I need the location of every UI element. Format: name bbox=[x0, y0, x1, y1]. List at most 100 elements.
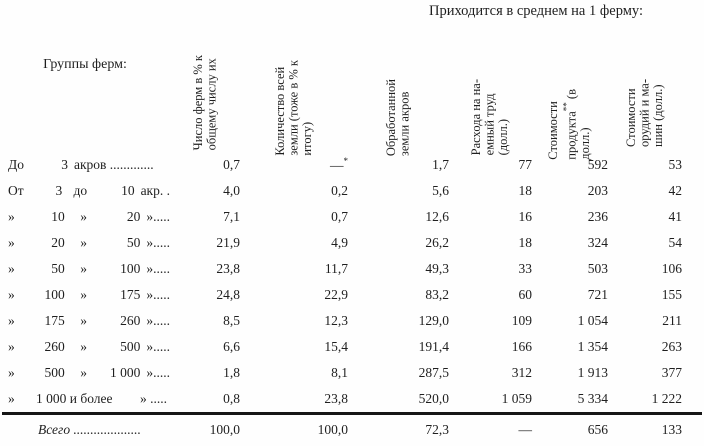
value-cell: 49,3 bbox=[425, 261, 449, 276]
value-cell: 42 bbox=[668, 183, 683, 198]
row-label-part: » bbox=[8, 313, 15, 328]
row-label: » 175 » 260 »..... bbox=[0, 313, 170, 329]
row-label: » 260 » 500 »..... bbox=[0, 339, 170, 355]
value-cell: 1 913 bbox=[577, 365, 608, 380]
value-cell: 12,3 bbox=[324, 313, 348, 328]
value-cell: 1,7 bbox=[432, 157, 449, 172]
value-cell: 18 bbox=[518, 235, 533, 250]
table-row: » 100 » 175 »..... 24,8 22,9 83,2 60 721 155 bbox=[0, 282, 704, 308]
total-value-cell: 72,3 bbox=[425, 422, 449, 437]
table-header: Группы ферм: Число ферм в % к общему числ… bbox=[0, 0, 682, 160]
value-cell: 11,7 bbox=[324, 261, 348, 276]
row-label-part: » bbox=[80, 261, 88, 276]
value-cell: 5 334 bbox=[577, 391, 608, 406]
row-label-part: » bbox=[8, 209, 15, 224]
row-label-part: »..... bbox=[146, 287, 171, 302]
table-row: » 260 » 500 »..... 6,6 15,4 191,4 166 1 354 263 bbox=[0, 334, 704, 360]
row-label: До 3 акров ............. bbox=[0, 157, 170, 173]
value-cell: 1 059 bbox=[501, 391, 532, 406]
row-label-part: 20 bbox=[51, 235, 65, 250]
value-cell: 721 bbox=[587, 287, 608, 302]
row-label: » 20 » 50 »..... bbox=[0, 235, 170, 251]
table-row: » 175 » 260 »..... 8,5 12,3 129,0 109 1 054 211 bbox=[0, 308, 704, 334]
value-cell: 106 bbox=[661, 261, 682, 276]
total-values: 100,0 100,0 72,3 — 656 133 bbox=[170, 422, 682, 438]
value-cell: 18 bbox=[518, 183, 533, 198]
value-cell: 6,6 bbox=[223, 339, 240, 354]
value-cell: 7,1 bbox=[223, 209, 240, 224]
table-row: » 1 000 и более » ..... 0,8 23,8 520,0 1 059 5 … bbox=[0, 386, 704, 412]
table-row: » 10 » 20 »..... 7,1 0,7 12,6 16 236 41 bbox=[0, 204, 704, 230]
row-label-part: 1 000 bbox=[110, 365, 141, 380]
value-cell: 23,8 bbox=[324, 391, 348, 406]
row-label-part: » bbox=[80, 287, 88, 302]
column-headers: Число ферм в % к общему числу их Количеств… bbox=[170, 0, 682, 160]
table-row: » 50 » 100 »..... 23,8 11,7 49,3 33 503 106 bbox=[0, 256, 704, 282]
column-header-text: Количество всей земли (тоже в % к итогу) bbox=[272, 60, 314, 156]
value-cell: 12,6 bbox=[425, 209, 449, 224]
row-label-part: до bbox=[73, 183, 88, 198]
row-label-part: »..... bbox=[146, 261, 171, 276]
value-cell: 24,8 bbox=[216, 287, 240, 302]
value-cell: 26,2 bbox=[425, 235, 449, 250]
row-label: От 3 до 10 акр. . bbox=[0, 183, 170, 199]
row-label: » 500 » 1 000 »..... bbox=[0, 365, 170, 381]
value-cell: 4,0 bbox=[223, 183, 240, 198]
column-header-product-value: Стоимости продукта** (в долл.) bbox=[532, 0, 608, 160]
value-cell: 16 bbox=[518, 209, 533, 224]
value-cell: 203 bbox=[587, 183, 608, 198]
value-cell: 21,9 bbox=[216, 235, 240, 250]
value-cell: 0,7 bbox=[331, 209, 348, 224]
row-label-part: 260 bbox=[44, 339, 65, 354]
value-cell: 520,0 bbox=[418, 391, 449, 406]
column-header-text: Число ферм в % к общему числу их bbox=[190, 54, 219, 150]
value-cell: 377 bbox=[661, 365, 682, 380]
spanner-heading: Приходится в среднем на 1 ферму: bbox=[429, 3, 643, 19]
row-label-part: 260 bbox=[120, 313, 141, 328]
table-row: До 3 акров ............. 0,7 —* 1,7 77 592 53 bbox=[0, 152, 704, 178]
row-label-part: » bbox=[8, 235, 15, 250]
row-label-part: 3 bbox=[61, 157, 68, 172]
value-cell: 236 bbox=[587, 209, 608, 224]
row-label-part: » bbox=[8, 339, 15, 354]
value-cell: 77 bbox=[518, 157, 533, 172]
row-label-part: » bbox=[80, 209, 88, 224]
row-label-part: 20 bbox=[126, 209, 141, 224]
value-cell: 8,1 bbox=[331, 365, 348, 380]
value-cell: 53 bbox=[668, 157, 683, 172]
row-label: » 10 » 20 »..... bbox=[0, 209, 170, 225]
row-label-part: 1 000 и более bbox=[36, 391, 113, 406]
row-label-part: » bbox=[80, 235, 88, 250]
row-label-part: »..... bbox=[146, 235, 171, 250]
row-label-part: »..... bbox=[146, 313, 171, 328]
row-label-part: 10 bbox=[121, 183, 135, 198]
row-label-part: 50 bbox=[126, 235, 141, 250]
column-header-cultivated-land-acres: Обработанной земли акров bbox=[348, 0, 449, 156]
column-header-text: Стоимости орудий и ма-шин (долл.) bbox=[623, 78, 665, 147]
row-label-part: 175 bbox=[120, 287, 141, 302]
column-header-hired-labor-expense: Расхода на на-емный труд (долл.) bbox=[449, 0, 532, 155]
value-cell: 1 054 bbox=[577, 313, 608, 328]
value-cell: 129,0 bbox=[418, 313, 449, 328]
value-cell: 15,4 bbox=[324, 339, 348, 354]
value-cell: 109 bbox=[511, 313, 532, 328]
value-cell: 4,9 bbox=[331, 235, 348, 250]
row-label-part: До bbox=[8, 157, 24, 172]
row-label-part: »..... bbox=[146, 339, 171, 354]
total-label-dots: .................... bbox=[73, 422, 141, 437]
groups-header: Группы ферм: bbox=[43, 57, 127, 72]
value-cell: 22,9 bbox=[324, 287, 348, 302]
column-header-farms-percent-of-total: Число ферм в % к общему числу их bbox=[170, 0, 240, 150]
row-label-part: акр. . bbox=[140, 183, 170, 198]
total-label: Всего.................... bbox=[0, 422, 170, 438]
row-label: » 50 » 100 »..... bbox=[0, 261, 170, 277]
value-cell: 60 bbox=[518, 287, 533, 302]
column-header-text: Расхода на на-емный труд (долл.) bbox=[469, 78, 511, 155]
row-label-part: акров ............. bbox=[74, 157, 154, 172]
value-cell: 23,8 bbox=[216, 261, 240, 276]
column-header-all-land-percent-of-total: Количество всей земли (тоже в % к итогу) bbox=[240, 0, 348, 156]
value-cell: 1 354 bbox=[577, 339, 608, 354]
value-cell: 166 bbox=[511, 339, 532, 354]
row-label-part: 3 bbox=[55, 183, 63, 198]
row-label-part: » bbox=[8, 391, 15, 406]
